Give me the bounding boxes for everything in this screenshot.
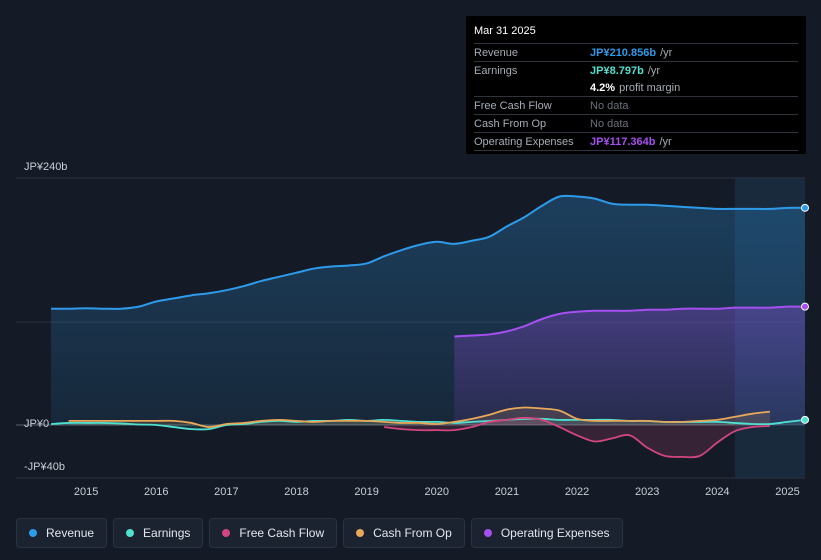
x-tick-label: 2018 xyxy=(284,486,308,498)
x-tick-label: 2017 xyxy=(214,486,238,498)
end-marker-opex xyxy=(801,302,809,311)
area-fcf xyxy=(384,417,770,458)
legend-label: Cash From Op xyxy=(373,526,452,540)
x-tick-label: 2019 xyxy=(354,486,378,498)
tooltip-value: No data xyxy=(590,117,629,130)
line-cfo xyxy=(68,406,771,428)
legend-dot-icon xyxy=(126,529,135,537)
legend-dot-icon xyxy=(483,529,492,537)
y-label-top: JP¥240b xyxy=(24,161,67,173)
tooltip-row-margin: 4.2% profit margin xyxy=(474,79,798,97)
legend-dot-icon xyxy=(222,529,231,537)
tooltip-label: Revenue xyxy=(474,46,519,59)
legend-dot-icon xyxy=(356,529,365,537)
area-cfo xyxy=(68,407,770,428)
tooltip-suffix: profit margin xyxy=(619,81,681,94)
legend-label: Revenue xyxy=(46,526,95,540)
x-axis: 2015 2016 2017 2018 2019 2020 2021 2022 2023 2024… xyxy=(74,486,800,498)
tooltip-value: 4.2% xyxy=(590,81,616,94)
area-opex xyxy=(454,306,805,425)
tooltip-value: JP¥210.856b xyxy=(590,46,657,59)
tooltip-date: Mar 31 2025 xyxy=(474,22,798,44)
tooltip-row-earnings: Earnings JP¥8.797b /yr xyxy=(474,62,798,79)
tooltip-value: No data xyxy=(590,99,629,112)
tooltip-value: JP¥8.797b xyxy=(590,64,644,77)
end-marker-revenue xyxy=(801,203,809,212)
tooltip-row-revenue: Revenue JP¥210.856b /yr xyxy=(474,44,798,62)
legend-item-operating-expenses[interactable]: Operating Expenses xyxy=(470,518,623,548)
legend-item-revenue[interactable]: Revenue xyxy=(16,518,108,548)
tooltip-suffix: /yr xyxy=(647,64,661,77)
legend-item-cash-from-op[interactable]: Cash From Op xyxy=(343,518,465,548)
legend-dot-icon xyxy=(29,529,37,537)
x-tick-label: 2022 xyxy=(565,486,589,498)
legend-label: Free Cash Flow xyxy=(239,526,325,540)
tooltip-row-fcf: Free Cash Flow No data xyxy=(474,97,798,115)
line-opex xyxy=(454,305,806,338)
legend-item-free-cash-flow[interactable]: Free Cash Flow xyxy=(209,518,338,548)
end-marker-earnings xyxy=(801,415,809,424)
legend-item-earnings[interactable]: Earnings xyxy=(113,518,204,548)
x-tick-label: 2021 xyxy=(495,486,519,498)
series-lines xyxy=(51,194,806,459)
series-end-markers xyxy=(801,203,809,424)
legend: Revenue Earnings Free Cash Flow Cash Fro… xyxy=(16,518,623,548)
y-label-bottom: -JP¥40b xyxy=(24,461,65,473)
y-label-zero: JP¥0 xyxy=(24,418,49,430)
x-tick-label: 2025 xyxy=(775,486,799,498)
tooltip-value: JP¥117.364b xyxy=(590,135,656,148)
tooltip-label: Earnings xyxy=(474,64,518,77)
tooltip-label: Free Cash Flow xyxy=(474,99,552,112)
tooltip-label: Operating Expenses xyxy=(474,135,574,148)
tooltip-row-opex: Operating Expenses JP¥117.364b /yr xyxy=(474,133,798,151)
line-revenue xyxy=(51,194,806,310)
line-fcf xyxy=(384,416,770,459)
x-tick-label: 2023 xyxy=(635,486,659,498)
x-tick-label: 2020 xyxy=(425,486,449,498)
series-areas xyxy=(51,195,806,458)
x-tick-label: 2015 xyxy=(74,486,98,498)
tooltip-panel: Mar 31 2025 Revenue JP¥210.856b /yr Earn… xyxy=(466,16,806,154)
tooltip-suffix: /yr xyxy=(659,135,672,148)
tooltip-row-cfo: Cash From Op No data xyxy=(474,115,798,133)
x-tick-label: 2024 xyxy=(705,486,729,498)
legend-label: Operating Expenses xyxy=(500,526,610,540)
legend-label: Earnings xyxy=(143,526,191,540)
tooltip-suffix: /yr xyxy=(660,46,673,59)
tooltip-label: Cash From Op xyxy=(474,117,547,130)
x-tick-label: 2016 xyxy=(144,486,168,498)
